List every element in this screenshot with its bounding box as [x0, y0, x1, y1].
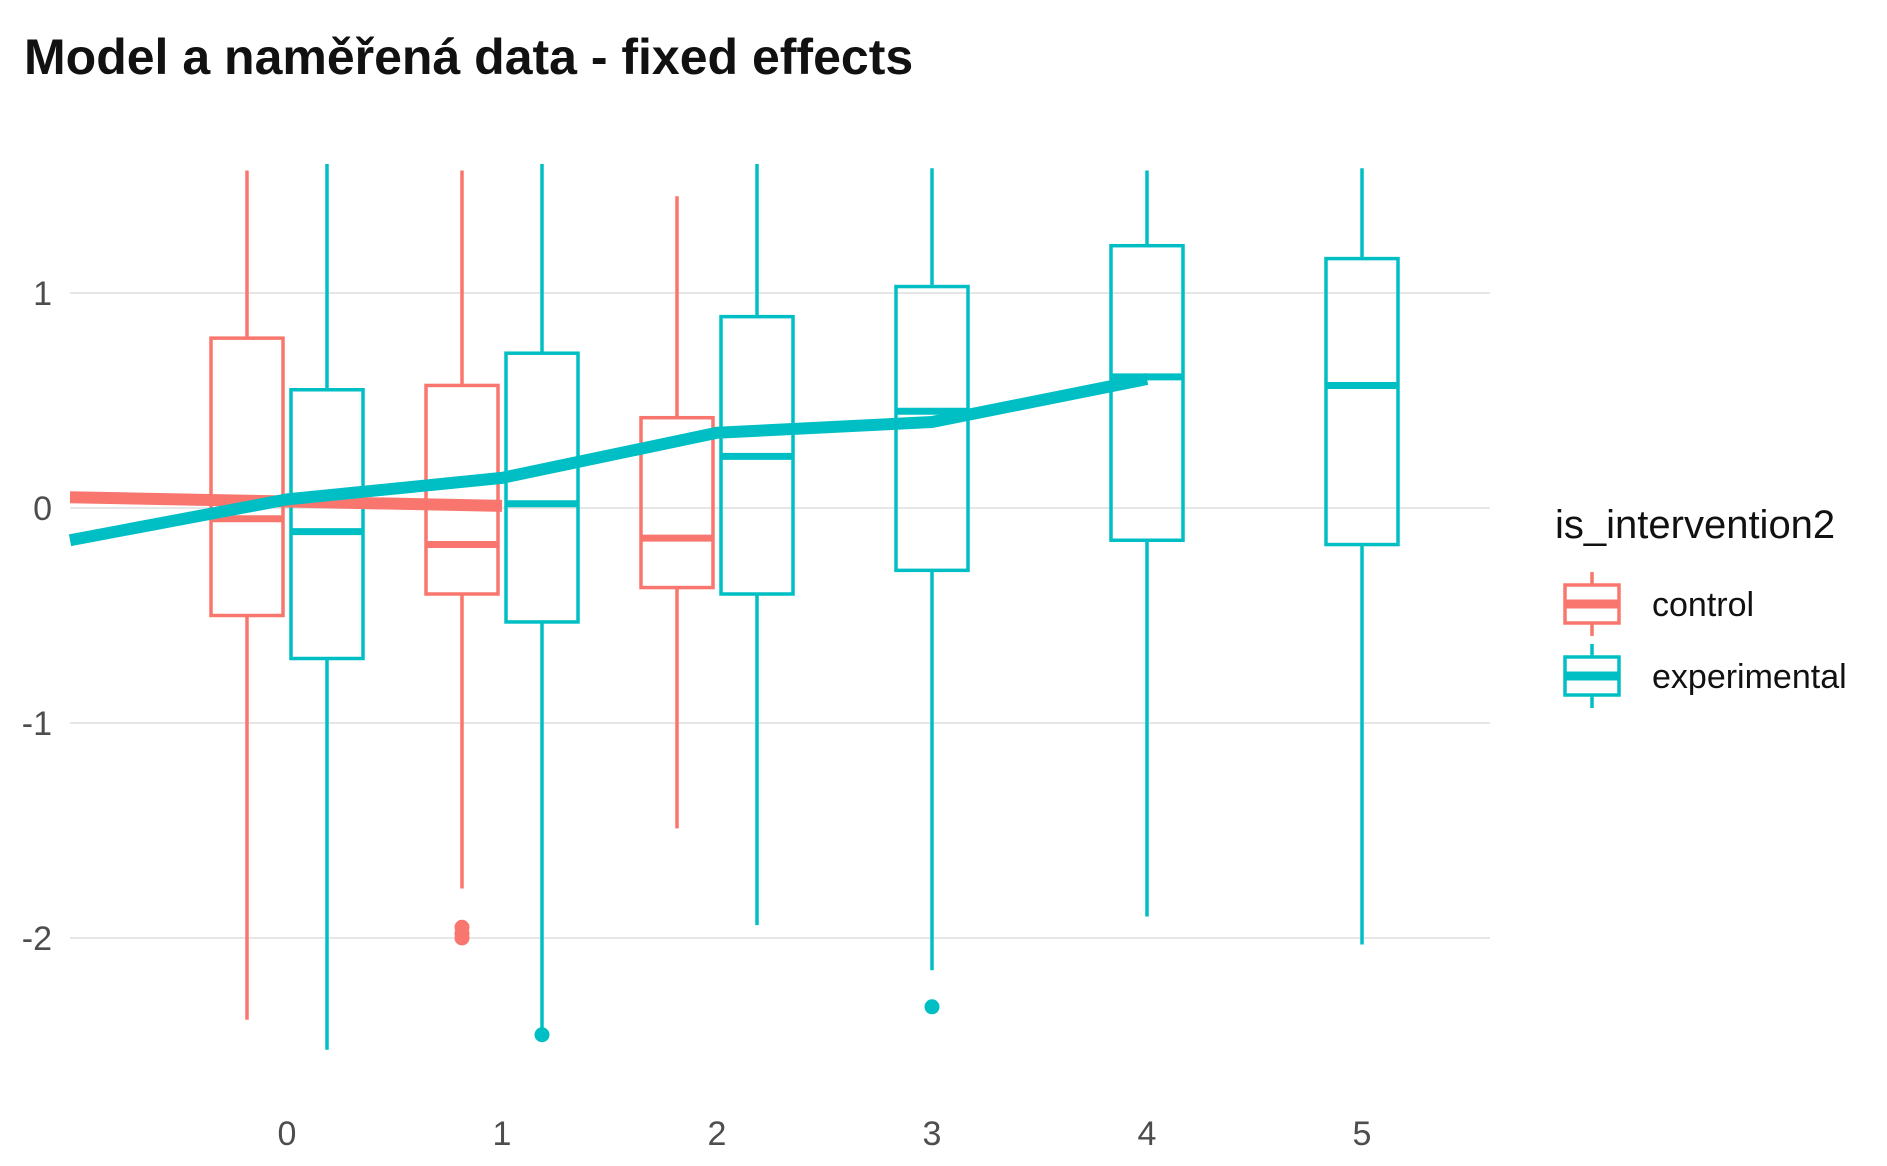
chart-title: Model a naměřená data - fixed effects	[24, 29, 914, 85]
box-iqr	[1109, 243, 1185, 542]
x-tick-label: 0	[278, 1115, 297, 1153]
box-experimental-1	[504, 164, 580, 1043]
y-tick-label: 0	[33, 490, 52, 528]
box-control-2	[639, 196, 715, 829]
box-experimental-0	[289, 164, 365, 1050]
model-lines	[68, 373, 1149, 547]
y-tick-label: 1	[33, 275, 52, 313]
box-iqr	[504, 351, 580, 624]
box-iqr	[209, 336, 285, 618]
box-iqr	[289, 388, 365, 661]
box-iqr	[639, 415, 715, 590]
box-experimental-2	[719, 164, 795, 926]
box-experimental-5	[1324, 168, 1400, 945]
box-iqr	[1324, 256, 1400, 547]
legend-key-control	[1563, 572, 1621, 636]
legend-title: is_intervention2	[1555, 503, 1835, 547]
x-tick-label: 3	[923, 1115, 942, 1153]
grid-lines	[70, 292, 1490, 939]
legend-label-experimental: experimental	[1652, 658, 1847, 696]
box-experimental-4	[1109, 170, 1185, 917]
model-line-experimental	[68, 373, 1149, 547]
outlier-point	[534, 1027, 550, 1043]
box-control-0	[209, 170, 285, 1020]
y-tick-label: -1	[22, 705, 52, 743]
x-tick-label: 4	[1138, 1115, 1157, 1153]
outlier-point	[924, 999, 940, 1015]
box-control-1	[424, 170, 500, 946]
legend-key-experimental	[1563, 644, 1621, 708]
box-experimental-3	[894, 168, 970, 1015]
x-tick-label: 1	[493, 1115, 512, 1153]
outlier-point	[454, 930, 470, 946]
x-tick-label: 2	[708, 1115, 727, 1153]
boxes	[209, 164, 1400, 1050]
x-tick-label: 5	[1353, 1115, 1372, 1153]
legend-label-control: control	[1652, 586, 1754, 624]
axis-ticks: 1 0 -1 -2 0 1 2 3 4 5	[22, 275, 1372, 1153]
y-tick-label: -2	[22, 920, 52, 958]
